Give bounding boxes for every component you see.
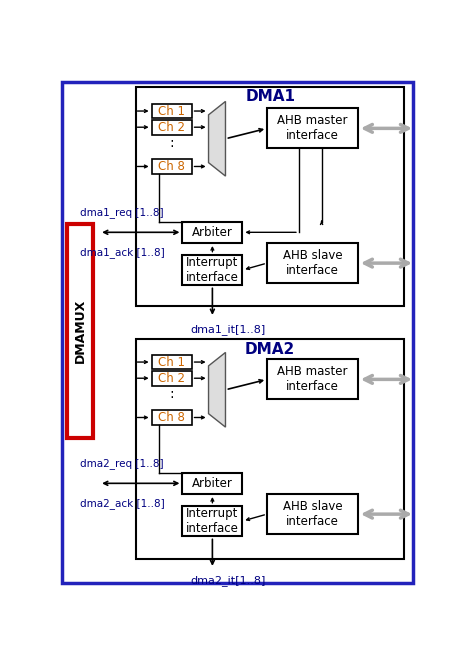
- Polygon shape: [208, 353, 225, 427]
- Bar: [182, 473, 242, 494]
- Text: Ch 8: Ch 8: [158, 160, 185, 173]
- Text: dma2_ack [1..8]: dma2_ack [1..8]: [80, 498, 164, 509]
- Bar: [136, 87, 403, 306]
- Bar: [151, 355, 191, 370]
- Bar: [182, 221, 242, 243]
- Text: Arbiter: Arbiter: [192, 226, 232, 239]
- Bar: [151, 103, 191, 119]
- Text: dma1_req [1..8]: dma1_req [1..8]: [80, 207, 164, 217]
- Bar: [182, 505, 242, 536]
- Text: Ch 1: Ch 1: [158, 105, 185, 117]
- Text: AHB slave
interface: AHB slave interface: [282, 249, 342, 277]
- Bar: [182, 254, 242, 285]
- Text: Interrupt
interface: Interrupt interface: [186, 256, 238, 284]
- Text: DMA1: DMA1: [244, 89, 294, 104]
- Bar: [67, 224, 93, 438]
- Text: Arbiter: Arbiter: [192, 477, 232, 490]
- Text: dma2_it[1..8]: dma2_it[1..8]: [190, 575, 265, 586]
- Bar: [151, 371, 191, 386]
- Bar: [151, 410, 191, 425]
- Text: dma2_req [1..8]: dma2_req [1..8]: [80, 458, 164, 469]
- Bar: [151, 159, 191, 174]
- Bar: [136, 339, 403, 559]
- Text: DMAMUX: DMAMUX: [73, 299, 86, 363]
- Bar: [267, 359, 357, 399]
- Text: AHB slave
interface: AHB slave interface: [282, 500, 342, 528]
- Text: AHB master
interface: AHB master interface: [277, 365, 347, 393]
- Bar: [267, 108, 357, 148]
- Text: Ch 8: Ch 8: [158, 411, 185, 424]
- Text: dma1_ack [1..8]: dma1_ack [1..8]: [80, 247, 164, 258]
- Bar: [151, 120, 191, 134]
- Text: :: :: [169, 136, 174, 150]
- Polygon shape: [208, 101, 225, 176]
- Bar: [267, 494, 357, 534]
- Text: AHB master
interface: AHB master interface: [277, 115, 347, 142]
- Text: Ch 2: Ch 2: [158, 121, 185, 134]
- Text: Ch 1: Ch 1: [158, 356, 185, 368]
- Text: :: :: [169, 387, 174, 401]
- Text: dma1_it[1..8]: dma1_it[1..8]: [190, 324, 265, 335]
- Text: Ch 2: Ch 2: [158, 372, 185, 385]
- Text: Interrupt
interface: Interrupt interface: [186, 507, 238, 535]
- Bar: [267, 243, 357, 283]
- Text: DMA2: DMA2: [244, 342, 294, 357]
